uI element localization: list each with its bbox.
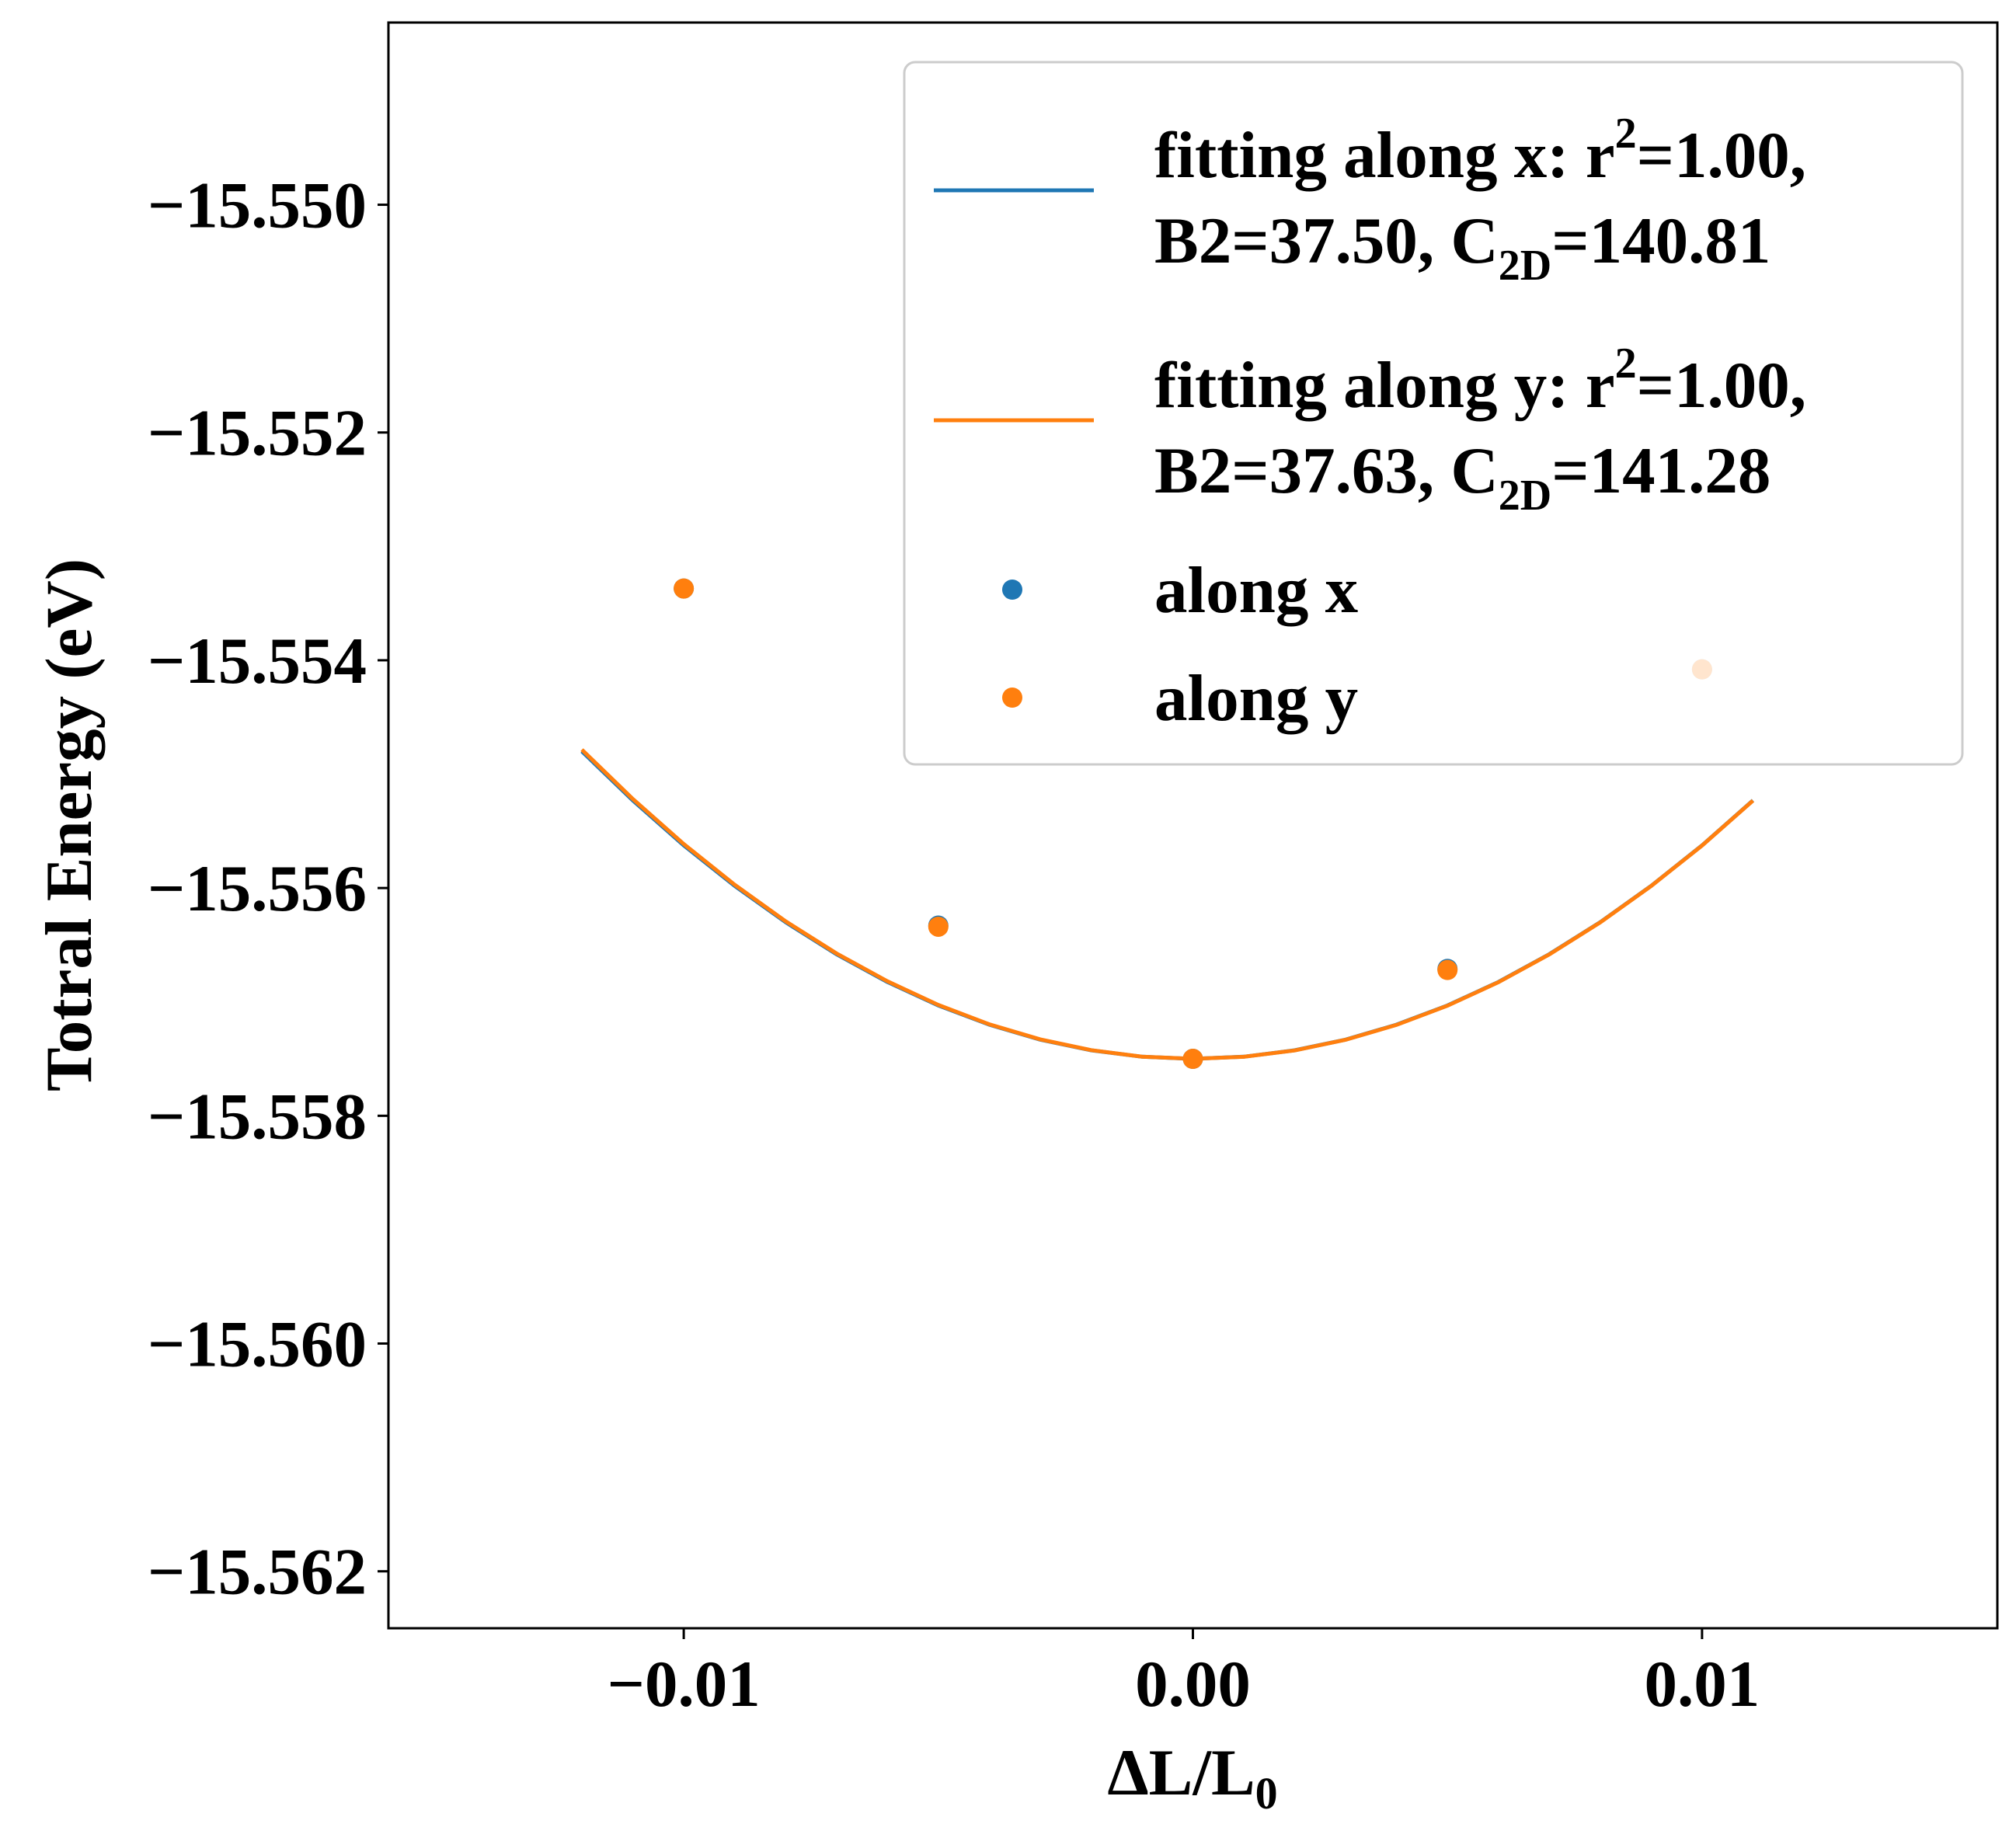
data-point-along-y	[674, 578, 695, 599]
legend-label-along-y: along y	[1154, 662, 1358, 735]
x-tick-label: −0.01	[608, 1648, 761, 1721]
y-axis-label: Totral Energy (eV)	[33, 559, 106, 1091]
y-tick-label: −15.558	[148, 1080, 367, 1153]
y-tick-label: −15.556	[148, 852, 367, 925]
legend-frame	[903, 61, 1964, 766]
fit-curve-1	[580, 748, 1755, 1061]
y-tick-label: −15.560	[148, 1308, 367, 1381]
data-point-along-y	[1182, 1049, 1203, 1070]
legend-label-fit-x-line2: B2=37.50, C2D=140.81	[1154, 204, 1771, 290]
x-tick-label: 0.00	[1135, 1648, 1251, 1721]
legend-marker-along-x	[1002, 580, 1022, 600]
x-axis-label: ΔL/L0	[1107, 1736, 1277, 1819]
data-point-along-y	[928, 916, 949, 937]
x-tick-label: 0.01	[1645, 1648, 1760, 1721]
y-tick-label: −15.554	[148, 625, 367, 698]
legend: fitting along x: r2=1.00, B2=37.50, C2D=…	[903, 61, 1964, 766]
y-tick-label: −15.550	[148, 169, 367, 242]
legend-label-fit-y-line2: B2=37.63, C2D=141.28	[1154, 434, 1771, 520]
x-axis-ticks: −0.01 0.00 0.01	[608, 1628, 1760, 1721]
fit-lines	[580, 748, 1755, 1061]
legend-label-fit-x-line1: fitting along x: r2=1.00,	[1154, 110, 1806, 192]
data-point-along-y	[1437, 959, 1458, 980]
legend-marker-along-y	[1002, 687, 1022, 708]
y-tick-label: −15.552	[148, 397, 367, 470]
y-tick-label: −15.562	[148, 1536, 367, 1609]
y-axis-ticks: −15.550 −15.552 −15.554 −15.556 −15.558 −15.5…	[148, 169, 388, 1609]
legend-label-along-x: along x	[1154, 554, 1359, 627]
legend-label-fit-y-line1: fitting along y: r2=1.00,	[1154, 339, 1806, 422]
